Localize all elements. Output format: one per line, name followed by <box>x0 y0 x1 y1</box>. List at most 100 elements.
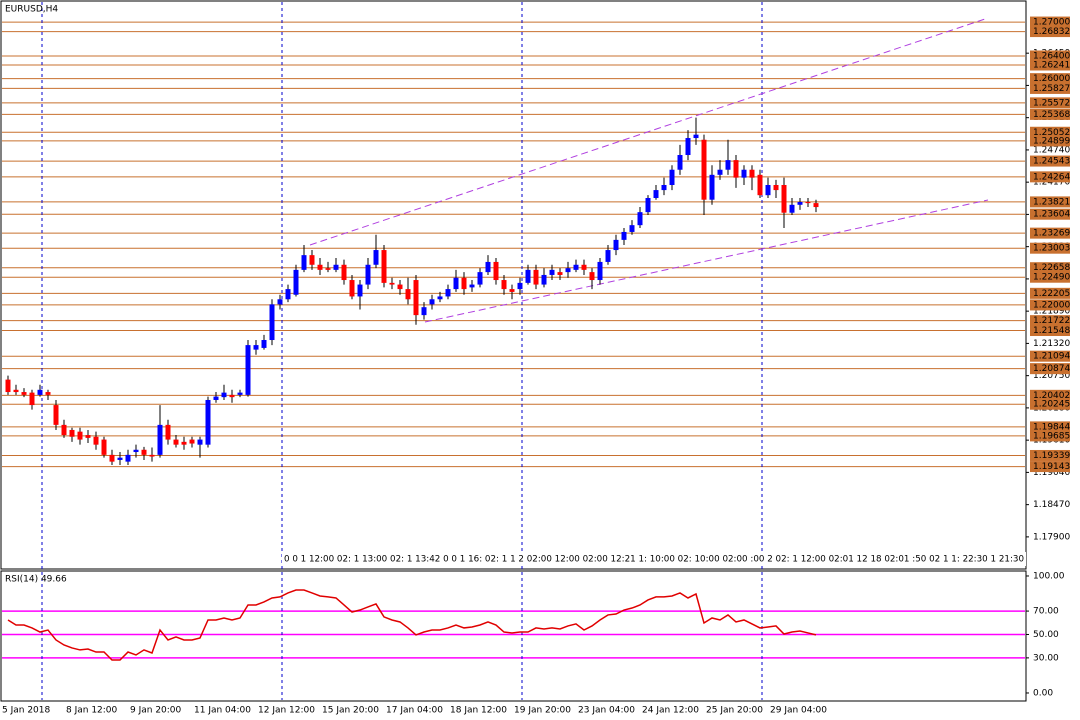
y-tick-label: 1.24740 <box>1033 145 1070 155</box>
time-strip: 0 0 1 12:00 02: 1 13:00 02: 1 13:42 0 0 … <box>284 555 1024 565</box>
level-label: 1.23269 <box>1033 229 1070 239</box>
level-label-box <box>1030 208 1070 220</box>
candle-body <box>309 255 315 265</box>
main-panel <box>0 0 1027 570</box>
candle-body <box>669 169 675 185</box>
level-label-box <box>1030 398 1070 410</box>
level-label-box <box>1030 315 1070 327</box>
level-label-box <box>1030 108 1070 120</box>
candle-body <box>613 239 619 251</box>
candle-body <box>397 284 403 290</box>
candle-body <box>277 299 283 305</box>
level-label-box <box>1030 461 1070 473</box>
level-label: 1.22205 <box>1033 289 1070 299</box>
candle-body <box>125 454 131 462</box>
level-label: 1.25827 <box>1033 84 1070 94</box>
candle-body <box>445 289 451 297</box>
level-label: 1.25052 <box>1033 128 1070 138</box>
x-tick-label: 12 Jan 12:00 <box>258 706 315 716</box>
candle-body <box>693 134 699 139</box>
level-label-box <box>1030 325 1070 337</box>
candle-body <box>773 184 779 191</box>
candle-body <box>101 439 107 455</box>
level-label-box <box>1030 155 1070 167</box>
level-label: 1.23821 <box>1033 197 1070 207</box>
candle-body <box>45 392 51 395</box>
candle-body <box>157 424 163 455</box>
rsi-panel <box>0 570 1027 702</box>
level-label: 1.21094 <box>1033 352 1070 362</box>
candle-body <box>421 307 427 316</box>
candle-body <box>365 264 371 285</box>
x-tick-label: 15 Jan 20:00 <box>322 706 379 716</box>
candle-body <box>453 277 459 290</box>
candle-body <box>109 454 115 462</box>
x-tick-label: 24 Jan 12:00 <box>642 706 699 716</box>
candle-body <box>301 255 307 270</box>
candle-body <box>629 225 635 232</box>
candle-body <box>685 138 691 156</box>
rsi-title: RSI(14) 49.66 <box>5 575 67 585</box>
candle-body <box>349 280 355 297</box>
x-tick-label: 29 Jan 04:00 <box>770 706 827 716</box>
level-label-box <box>1030 299 1070 311</box>
level-label: 1.20402 <box>1033 391 1070 401</box>
candle-body <box>149 454 155 457</box>
candle-body <box>13 389 19 393</box>
x-tick-label: 17 Jan 04:00 <box>386 706 443 716</box>
level-label-box <box>1030 271 1070 283</box>
candle-body <box>549 269 555 275</box>
candle-body <box>621 231 627 240</box>
candle-body <box>813 203 819 208</box>
period-separators <box>41 2 763 700</box>
level-label: 1.24543 <box>1033 157 1070 167</box>
level-label-box <box>1030 196 1070 208</box>
level-label: 1.25368 <box>1033 110 1070 120</box>
strip-background <box>282 552 1026 566</box>
candle-body <box>789 204 795 213</box>
candle-body <box>325 268 331 270</box>
level-label-box <box>1030 262 1070 274</box>
candle-body <box>413 280 419 316</box>
candle-body <box>173 439 179 445</box>
y-tick-label: 1.20750 <box>1033 371 1070 381</box>
candle-body <box>565 268 571 273</box>
level-label: 1.23604 <box>1033 210 1070 220</box>
candle-body <box>477 272 483 285</box>
y-tick-label: 1.24170 <box>1033 178 1070 188</box>
candle-body <box>5 379 11 393</box>
candle-body <box>605 250 611 262</box>
candle-body <box>229 394 235 398</box>
candle-body <box>53 405 59 425</box>
level-label-box <box>1030 171 1070 183</box>
candle-body <box>757 174 763 196</box>
candle-body <box>581 264 587 270</box>
trend-line <box>424 199 989 323</box>
candle-body <box>677 155 683 170</box>
candle-body <box>61 424 67 436</box>
x-tick-label: 19 Jan 20:00 <box>514 706 571 716</box>
candle-body <box>165 424 171 440</box>
y-tick-label: 1.19040 <box>1033 468 1070 478</box>
level-label-box <box>1030 126 1070 138</box>
level-label: 1.20874 <box>1033 364 1070 374</box>
candle-body <box>37 389 43 395</box>
level-label: 1.26832 <box>1033 27 1070 37</box>
candle-body <box>381 250 387 283</box>
candle-body <box>213 396 219 400</box>
candle-body <box>285 289 291 300</box>
level-label-box <box>1030 50 1070 62</box>
candle-body <box>237 392 243 395</box>
candle-body <box>709 174 715 200</box>
x-tick-label: 5 Jan 2018 <box>2 706 50 716</box>
x-tick-label: 25 Jan 20:00 <box>706 706 763 716</box>
candle-body <box>85 435 91 438</box>
level-label: 1.26241 <box>1033 61 1070 71</box>
y-tick-label: 1.17900 <box>1033 532 1070 542</box>
candle-body <box>469 284 475 288</box>
level-label: 1.19143 <box>1033 462 1070 472</box>
candle-body <box>189 439 195 444</box>
candle-body <box>253 345 259 350</box>
